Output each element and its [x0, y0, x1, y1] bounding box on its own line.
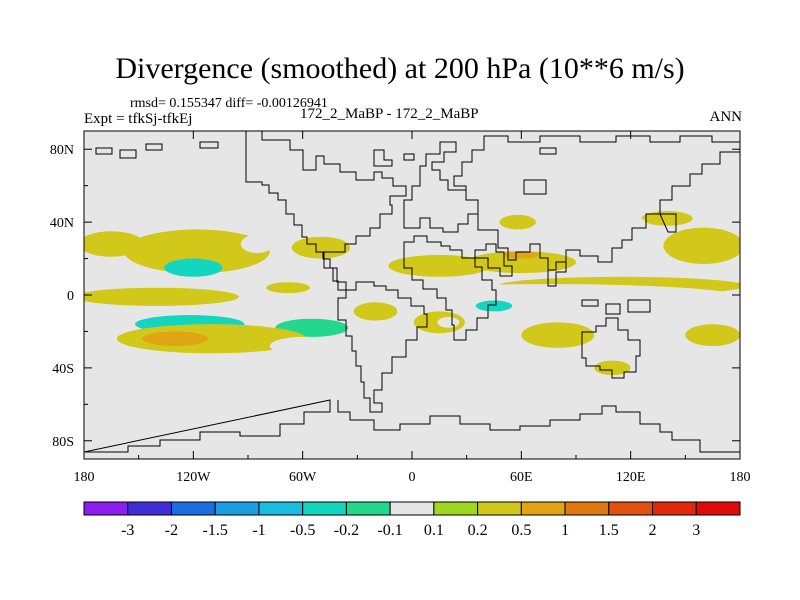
colorbar-label: -2	[165, 522, 178, 539]
colorbar-label: -1.5	[203, 522, 228, 539]
colorbar-label: 2	[649, 522, 657, 539]
field-region	[240, 234, 274, 254]
field-region	[295, 265, 354, 281]
colorbar-swatch	[127, 501, 172, 516]
colorbar-label: 1.5	[599, 522, 619, 539]
colorbar-swatch	[389, 501, 435, 516]
coastline-indonesia	[581, 299, 651, 315]
x-tick-label: 180	[730, 470, 751, 485]
field-region	[475, 300, 513, 312]
colorbar-swatch	[520, 501, 566, 516]
rmsd-diff-stats: rmsd= 0.155347 diff= -0.00126941	[130, 96, 328, 111]
colorbar-swatch	[345, 501, 391, 516]
x-tick-label: 60E	[510, 470, 533, 485]
field-region	[641, 211, 693, 226]
x-tick-label: 180	[74, 470, 95, 485]
chart-title: Divergence (smoothed) at 200 hPa (10**6 …	[115, 52, 685, 85]
coastline-south-america	[337, 281, 428, 413]
colorbar-label: 3	[692, 522, 700, 539]
field-region	[521, 322, 595, 348]
y-tick-label: 40S	[52, 362, 74, 377]
coastline-japan	[659, 213, 677, 233]
field-region	[350, 265, 376, 281]
case-comparison-label: 172_2_MaBP - 172_2_MaBP	[300, 106, 479, 122]
colorbar-swatch	[608, 501, 654, 516]
field-region	[422, 205, 438, 217]
colorbar: -3 -2 -1.5 -1 -0.5 -0.2 -0.1 0.1 0.2 0.5 1 1.5 2 3	[83, 501, 741, 539]
coastline-antarctica	[84, 399, 740, 453]
field-region	[142, 331, 208, 347]
field-region	[124, 229, 270, 274]
field-region	[388, 254, 491, 277]
y-tick-label: 80S	[52, 435, 74, 450]
coastline-africa	[403, 235, 497, 341]
colorbar-label: -1	[252, 522, 265, 539]
colorbar-swatch	[258, 501, 304, 516]
field-region	[320, 360, 340, 372]
axes: 180 120W 60W 0 60E 120E 180 80N 40N 0 40S 80S	[50, 131, 751, 485]
x-tick-label: 120E	[616, 470, 646, 485]
colorbar-swatch	[695, 501, 741, 516]
coastline-india	[540, 257, 567, 287]
colorbar-swatch	[564, 501, 610, 516]
field-region	[576, 231, 649, 250]
field-region	[437, 223, 496, 246]
x-tick-label: 120W	[176, 470, 211, 485]
y-tick-label: 80N	[50, 143, 74, 158]
coastline-outlines	[84, 131, 740, 453]
field-region	[663, 227, 740, 265]
field-region	[381, 347, 407, 359]
field-region	[269, 336, 336, 356]
colorbar-label: -3	[121, 522, 134, 539]
field-region	[116, 324, 307, 354]
field-region	[84, 287, 239, 306]
field-region	[685, 324, 740, 347]
colorbar-swatch	[477, 501, 522, 516]
field-region	[164, 258, 223, 277]
field-region	[353, 302, 398, 321]
colorbar-label: -0.1	[377, 522, 402, 539]
field-region	[616, 216, 646, 228]
colorbar-label: 0.2	[468, 522, 488, 539]
colorbar-swatch	[170, 501, 216, 516]
coastline-arabia	[474, 243, 513, 277]
coastline-north-america	[245, 131, 407, 291]
coastline-arctic-islands	[95, 141, 557, 195]
y-tick-label: 40N	[50, 216, 74, 231]
field-regions	[84, 205, 740, 376]
season-label: ANN	[709, 109, 743, 125]
colorbar-label: -0.2	[334, 522, 359, 539]
coastline-europe	[403, 141, 479, 233]
field-region	[266, 282, 310, 294]
coastline-greenland	[373, 149, 415, 167]
y-tick-label: 0	[67, 289, 74, 304]
x-tick-label: 0	[409, 470, 416, 485]
field-region	[594, 360, 631, 376]
experiment-label: Expt = tfkSj-tfkEj	[84, 111, 193, 127]
colorbar-swatch	[433, 501, 479, 516]
colorbar-label: -0.5	[290, 522, 315, 539]
colorbar-label: 1	[561, 522, 569, 539]
coastline-australia	[581, 317, 641, 379]
field-region	[519, 211, 578, 234]
field-region	[490, 315, 535, 330]
colorbar-swatch	[652, 501, 697, 516]
field-region	[357, 284, 740, 310]
colorbar-label: 0.1	[424, 522, 444, 539]
field-region	[437, 316, 460, 328]
x-tick-label: 60W	[289, 470, 317, 485]
colorbar-label: 0.5	[511, 522, 531, 539]
field-region	[291, 236, 351, 259]
colorbar-swatch	[214, 501, 260, 516]
field-region	[499, 214, 536, 230]
colorbar-swatch	[302, 501, 347, 516]
colorbar-swatch	[83, 501, 129, 516]
field-region	[512, 358, 549, 374]
field-region	[503, 251, 540, 259]
